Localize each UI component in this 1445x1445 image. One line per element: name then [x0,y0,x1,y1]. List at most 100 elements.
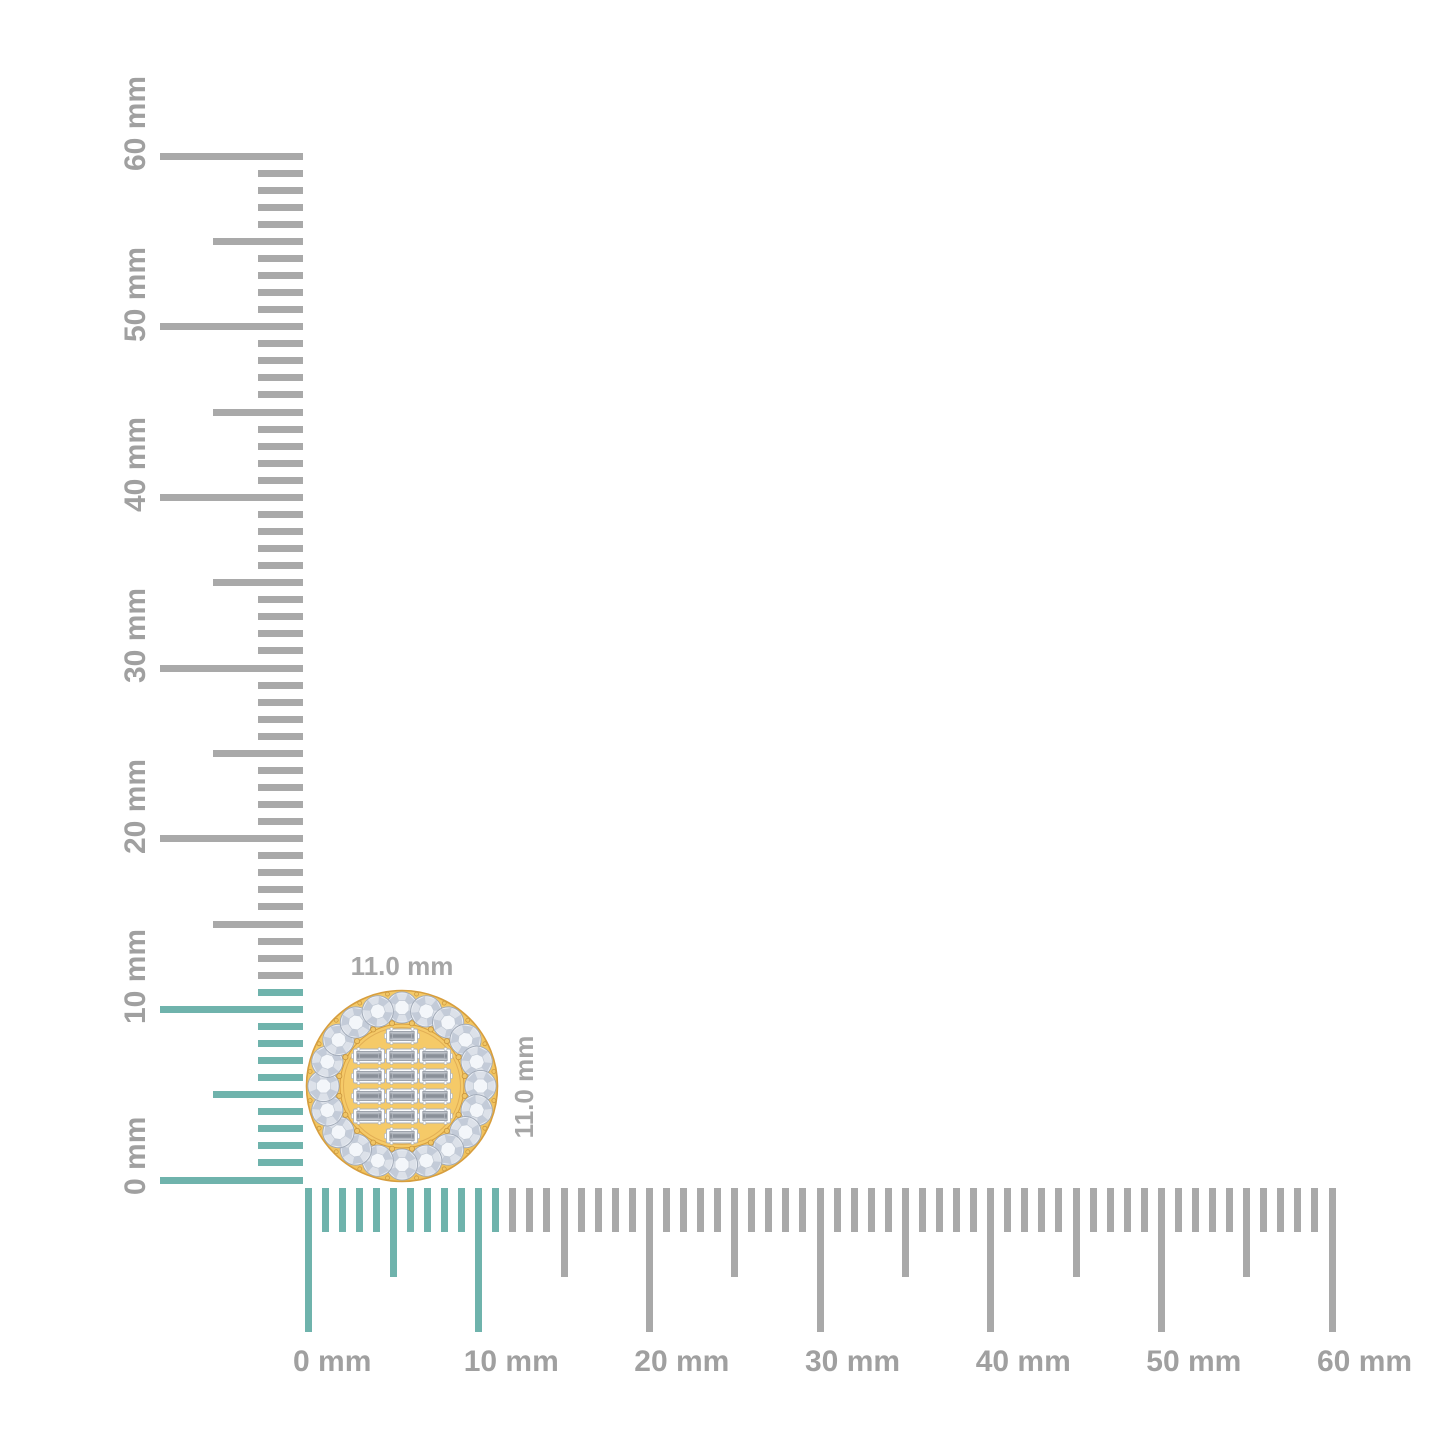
v-ruler-tick-53mm [258,272,303,279]
v-ruler-tick-0mm [160,1176,303,1184]
h-ruler-label-10mm: 10 mm [463,1345,559,1378]
v-ruler-tick-23mm [258,784,303,791]
v-ruler-tick-13mm [258,954,303,962]
h-ruler-tick-54mm [1226,1188,1234,1232]
h-ruler-tick-25mm [731,1188,739,1277]
v-ruler-tick-3mm [258,1125,303,1133]
v-ruler-tick-40mm [160,493,303,501]
h-ruler-tick-53mm [1209,1188,1216,1232]
h-ruler-tick-14mm [543,1188,551,1232]
v-ruler-tick-14mm [258,937,303,945]
h-ruler-tick-19mm [628,1188,636,1232]
v-ruler-tick-36mm [258,562,303,570]
v-ruler-tick-38mm [258,528,303,535]
h-ruler-tick-60mm [1328,1188,1336,1332]
h-ruler-tick-36mm [918,1188,926,1232]
h-ruler-tick-51mm [1174,1188,1182,1232]
h-ruler-label-30mm: 30 mm [805,1345,901,1378]
v-ruler-tick-30mm [160,664,303,672]
v-ruler-tick-17mm [258,886,303,894]
h-ruler-tick-39mm [970,1188,978,1232]
h-ruler-tick-50mm [1157,1188,1165,1332]
h-ruler-tick-4mm [372,1188,380,1232]
h-ruler-label-0mm: 0 mm [293,1345,372,1378]
v-ruler-tick-29mm [258,681,303,689]
v-ruler-tick-43mm [258,442,303,450]
h-ruler-tick-16mm [577,1188,585,1232]
v-ruler-tick-31mm [258,647,303,655]
v-ruler-tick-10mm [160,1005,303,1013]
v-ruler-tick-27mm [258,715,303,723]
v-ruler-tick-25mm [213,749,303,757]
v-ruler-tick-59mm [258,169,303,177]
v-ruler-tick-52mm [258,289,303,296]
v-ruler-tick-8mm [258,1040,303,1047]
v-ruler-tick-54mm [258,254,303,262]
h-ruler-tick-11mm [492,1188,500,1232]
v-ruler-tick-4mm [258,1108,303,1116]
h-ruler-tick-13mm [526,1188,534,1232]
h-ruler-tick-38mm [953,1188,960,1232]
h-ruler-tick-28mm [782,1188,790,1232]
h-ruler-tick-55mm [1243,1188,1251,1277]
h-ruler-tick-29mm [799,1188,807,1232]
v-ruler-tick-6mm [258,1074,303,1082]
h-ruler-tick-21mm [662,1188,670,1232]
v-ruler-tick-58mm [258,186,303,194]
h-ruler-tick-5mm [389,1188,397,1277]
v-ruler-tick-28mm [258,698,303,706]
h-ruler-tick-48mm [1123,1188,1131,1232]
h-ruler-tick-30mm [816,1188,824,1332]
v-ruler-tick-51mm [258,306,303,314]
h-ruler-tick-58mm [1294,1188,1302,1232]
h-ruler-tick-17mm [594,1188,602,1232]
h-ruler-label-50mm: 50 mm [1146,1345,1242,1378]
v-ruler-tick-48mm [258,357,303,365]
h-ruler-tick-15mm [560,1188,568,1277]
v-ruler-tick-21mm [258,818,303,826]
v-ruler-tick-39mm [258,510,303,518]
v-ruler-tick-32mm [258,630,303,638]
v-ruler-tick-16mm [258,903,303,911]
v-ruler-tick-35mm [213,579,303,587]
v-ruler-tick-19mm [258,852,303,860]
v-ruler-tick-46mm [258,391,303,399]
v-ruler-tick-44mm [258,425,303,433]
v-ruler-tick-47mm [258,374,303,382]
v-ruler-tick-1mm [258,1159,303,1167]
h-ruler-tick-1mm [321,1188,329,1232]
v-ruler-tick-9mm [258,1022,303,1030]
v-ruler-tick-7mm [258,1057,303,1064]
v-ruler-tick-56mm [258,220,303,228]
h-ruler-tick-56mm [1260,1188,1268,1232]
v-ruler-tick-26mm [258,732,303,740]
v-ruler-tick-12mm [258,971,303,979]
h-ruler-tick-3mm [355,1188,363,1232]
h-ruler-tick-27mm [765,1188,773,1232]
v-ruler-tick-41mm [258,476,303,484]
h-ruler-tick-2mm [338,1188,346,1232]
height-dimension-label: 11.0 mm [509,1035,539,1139]
h-ruler-tick-42mm [1021,1188,1029,1232]
h-ruler-tick-12mm [509,1188,517,1232]
h-ruler-tick-23mm [697,1188,704,1232]
v-ruler-tick-33mm [258,613,303,621]
h-ruler-tick-49mm [1140,1188,1148,1232]
v-ruler-tick-15mm [213,920,303,928]
v-ruler-tick-20mm [160,835,303,843]
h-ruler-tick-43mm [1038,1188,1046,1232]
h-ruler-tick-26mm [748,1188,756,1232]
v-ruler-tick-22mm [258,801,303,808]
v-ruler-tick-11mm [258,988,303,996]
v-ruler-tick-57mm [258,203,303,211]
v-ruler-tick-42mm [258,459,303,467]
h-ruler-tick-24mm [714,1188,722,1232]
h-ruler-tick-18mm [611,1188,619,1232]
h-ruler-tick-32mm [850,1188,858,1232]
h-ruler-tick-45mm [1072,1188,1080,1277]
h-ruler-tick-9mm [458,1188,466,1232]
h-ruler-tick-57mm [1277,1188,1285,1232]
h-ruler-tick-20mm [645,1188,653,1332]
